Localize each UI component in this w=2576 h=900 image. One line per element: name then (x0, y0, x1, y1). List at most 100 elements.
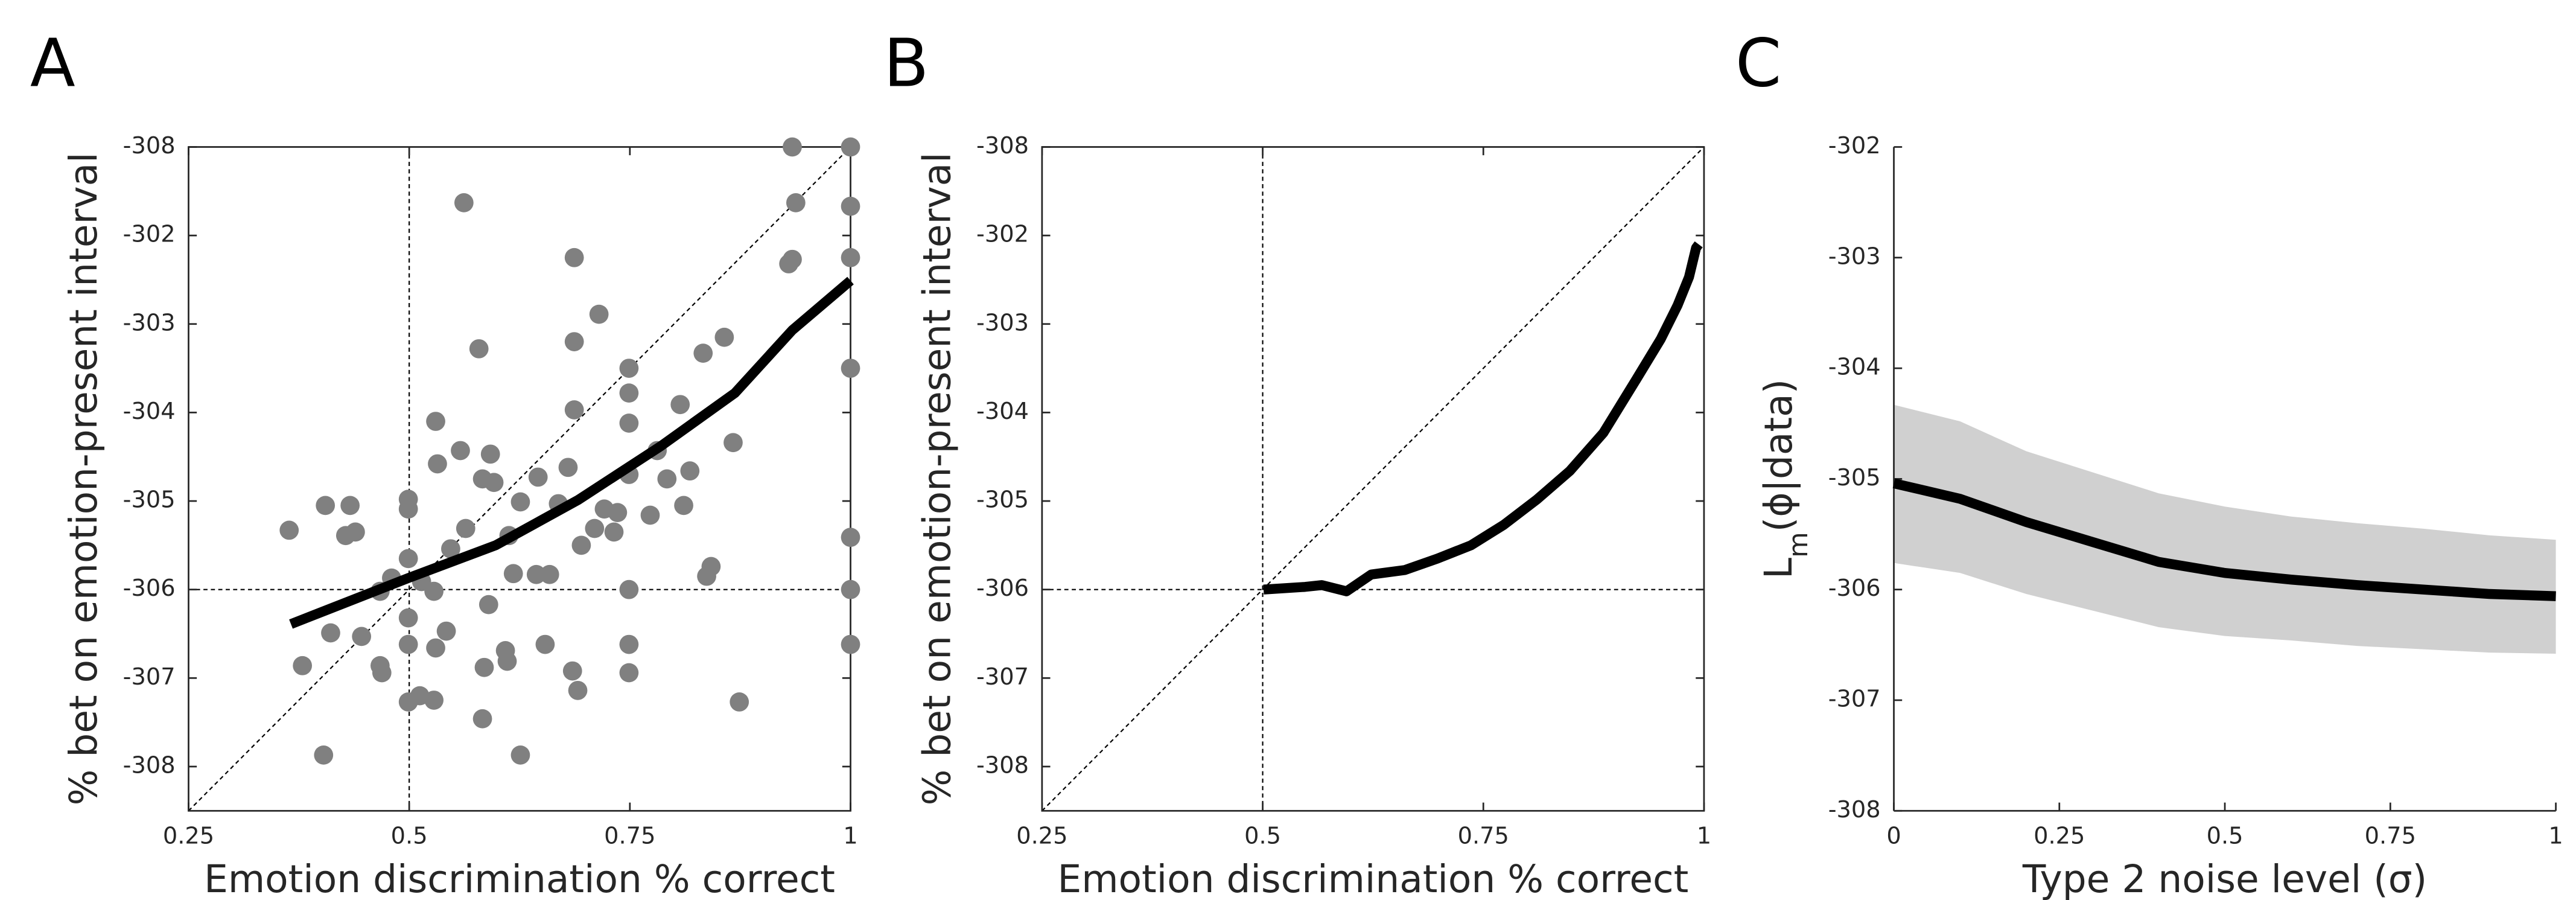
scatter-point (564, 400, 584, 420)
scatter-point (340, 496, 360, 515)
scatter-point (564, 332, 584, 351)
scatter-point (410, 686, 430, 706)
scatter-point (469, 339, 489, 359)
scatter-point (336, 526, 355, 546)
scatter-point (783, 137, 802, 157)
y-tick-label: -302 (1828, 132, 1881, 159)
scatter-point (480, 444, 500, 464)
scatter-point (564, 247, 584, 267)
scatter-point (571, 535, 591, 555)
y-tick-label: -308 (1828, 796, 1881, 823)
scatter-point (558, 458, 578, 477)
scatter-point (451, 441, 470, 461)
y-tick-label: -308 (123, 752, 176, 779)
scatter-point (321, 623, 340, 643)
scatter-point (670, 395, 690, 415)
scatter-point (841, 634, 860, 654)
x-tick-label: 1 (1697, 823, 1711, 850)
y-tick-label: -303 (976, 309, 1029, 336)
scatter-point (539, 564, 559, 584)
scatter-point (398, 499, 418, 519)
scatter-point (314, 745, 334, 765)
x-tick-label: 0.75 (1458, 823, 1509, 850)
y-axis-label: Lm(ϕ|data) (1757, 379, 1814, 579)
y-tick-label: -307 (123, 663, 176, 691)
panel-letter: A (30, 24, 75, 101)
scatter-point (619, 634, 639, 654)
scatter-point (841, 579, 860, 599)
scatter-point (510, 745, 530, 765)
panel-letter: C (1735, 24, 1781, 101)
identity-line (1042, 146, 1705, 812)
scatter-point (619, 663, 639, 683)
scatter-point (426, 638, 445, 658)
scatter-point (424, 581, 444, 601)
fit-line (289, 276, 854, 629)
x-tick-label: 1 (843, 823, 857, 850)
y-tick-label: -305 (123, 487, 176, 514)
axes-box (1041, 146, 1705, 812)
x-axis-label: Emotion discrimination % correct (1057, 857, 1688, 900)
scatter-point (316, 496, 336, 515)
scatter-point (697, 566, 716, 586)
scatter-point (510, 492, 530, 512)
fit-line (1892, 478, 2556, 601)
scatter-point (657, 469, 677, 489)
scatter-point (503, 564, 523, 584)
scatter-point (779, 254, 798, 273)
scatter-point (730, 692, 749, 712)
scatter-point (640, 505, 660, 525)
y-axis-label-part: L (1757, 558, 1801, 579)
scatter-point (608, 503, 628, 522)
x-tick-label: 0.75 (2365, 823, 2416, 850)
scatter-point (724, 433, 743, 453)
scatter-point (474, 657, 494, 677)
y-tick-label: -308 (976, 752, 1029, 779)
y-tick-label: -304 (1828, 354, 1881, 381)
y-tick-label: -306 (123, 575, 176, 602)
scatter-point (352, 627, 372, 646)
scatter-point (589, 304, 609, 324)
axes-box (188, 146, 851, 812)
y-tick-label: -308 (976, 132, 1029, 159)
scatter-point (398, 634, 418, 654)
y-tick-label: -302 (123, 221, 176, 248)
scatter-point (680, 461, 700, 481)
scatter-point (841, 196, 860, 216)
y-tick-label: -305 (976, 487, 1029, 514)
scatter-point (526, 564, 546, 584)
panel-letter: B (883, 24, 929, 101)
scatter-point (619, 359, 639, 378)
y-tick-label: -303 (123, 309, 176, 336)
scatter-point (841, 137, 860, 157)
scatter-point (472, 709, 492, 729)
scatter-point (841, 247, 860, 267)
scatter-point (484, 473, 504, 493)
x-axis-label: Emotion discrimination % correct (204, 857, 835, 900)
scatter-point (279, 520, 299, 540)
scatter-point (674, 496, 693, 515)
scatter-point (428, 454, 447, 474)
x-axis-label: Type 2 noise level (σ) (2022, 857, 2427, 900)
scatter-point (454, 193, 474, 212)
panel: -308 -302 -303 -304 -305 -306 -307 -308 0.25 0.5 0… (30, 24, 860, 900)
y-tick-label: -306 (1828, 575, 1881, 602)
scatter-point (841, 359, 860, 378)
scatter-point (619, 413, 639, 433)
confidence-band (1894, 404, 2556, 654)
scatter-point (497, 651, 517, 671)
scatter-point (456, 519, 475, 538)
scatter-point (398, 608, 418, 628)
x-tick-label: 0.25 (1016, 823, 1067, 850)
identity-line (188, 146, 851, 812)
scatter-point (436, 621, 456, 641)
y-tick-label: -307 (1828, 685, 1881, 712)
scatter-point (372, 663, 392, 683)
y-tick-label: -304 (123, 398, 176, 425)
scatter-point (693, 343, 713, 363)
scatter-point (441, 539, 460, 559)
panel: -308 -302 -303 -304 -305 -306 -307 -308 0.25 0.5 0… (883, 24, 1711, 900)
scatter-point (562, 661, 582, 681)
